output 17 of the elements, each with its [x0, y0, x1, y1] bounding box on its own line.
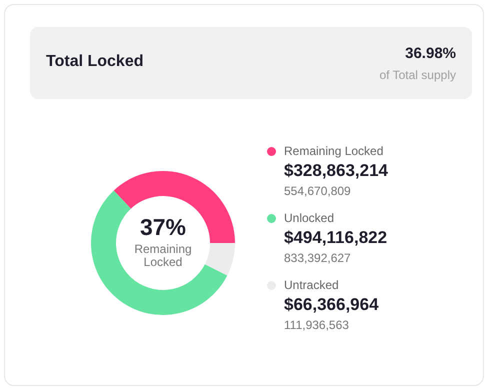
legend-label: Untracked: [283, 278, 340, 292]
text: 37%: [138, 214, 188, 241]
text: 36.98%: [405, 45, 456, 62]
data-label: $328,863,214: [284, 161, 388, 181]
chart-title: Total Locked: [46, 53, 144, 71]
donut-slice: [204, 243, 235, 276]
text: 833,392,627: [284, 251, 352, 265]
donut-slice: [91, 190, 228, 315]
data-label: $494,116,822: [284, 228, 388, 248]
text: of Total supply: [380, 68, 456, 82]
legend-label: Remaining Locked: [283, 144, 384, 158]
text: Remaining Locked: [133, 242, 193, 269]
text: 554,670,809: [284, 184, 352, 198]
data-label: $66,366,964: [284, 295, 380, 315]
legend-label: Unlocked: [283, 211, 336, 225]
text: 111,936,563: [284, 318, 350, 332]
donut-slice: [114, 171, 235, 243]
